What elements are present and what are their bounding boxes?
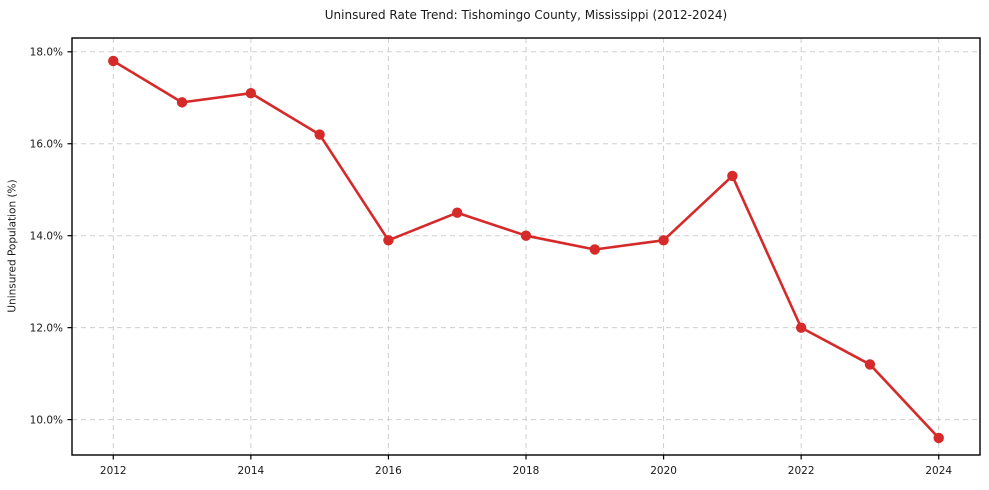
x-tick-label: 2020 bbox=[650, 465, 677, 477]
data-point bbox=[245, 87, 257, 99]
data-point bbox=[452, 207, 463, 218]
data-point bbox=[176, 97, 188, 108]
y-tick-label: 12.0% bbox=[30, 322, 63, 334]
data-point bbox=[658, 235, 669, 246]
data-point bbox=[383, 235, 394, 246]
x-tick-label: 2024 bbox=[925, 465, 952, 477]
x-tick-label: 2016 bbox=[375, 465, 402, 477]
data-point bbox=[520, 230, 532, 241]
y-tick-label: 10.0% bbox=[30, 414, 63, 426]
chart-title: Uninsured Rate Trend: Tishomingo County,… bbox=[324, 8, 728, 22]
y-tick-label: 16.0% bbox=[30, 139, 63, 151]
data-point bbox=[795, 322, 807, 333]
x-tick-label: 2014 bbox=[237, 465, 264, 477]
x-tick-label: 2022 bbox=[788, 465, 815, 477]
data-point bbox=[314, 129, 325, 140]
y-tick-label: 14.0% bbox=[30, 230, 63, 242]
x-tick-label: 2018 bbox=[513, 465, 540, 477]
x-tick-label: 2012 bbox=[100, 465, 127, 477]
data-point bbox=[933, 432, 944, 444]
data-point bbox=[589, 244, 600, 255]
data-point bbox=[864, 359, 876, 370]
data-point bbox=[727, 170, 738, 182]
y-tick-label: 18.0% bbox=[30, 47, 63, 59]
data-point bbox=[108, 55, 119, 67]
